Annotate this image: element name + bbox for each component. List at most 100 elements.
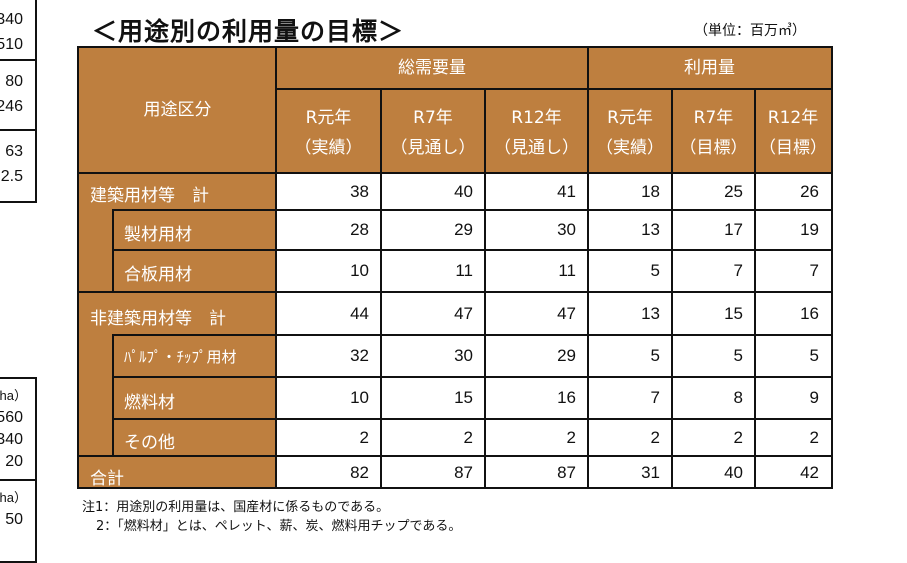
fragment-block: 340 510 [0,0,37,63]
value-cell: 5 [650,261,660,280]
fragment-value: 80 [5,73,23,90]
row-label: ﾊﾟﾙﾌﾟ・ﾁｯﾌﾟ用材 [124,348,237,366]
value-cell: 29 [557,346,576,365]
fragment-value: 510 [0,36,23,53]
fragment-block: ha） 560 340 20 [0,377,37,483]
value-cell: 29 [454,220,473,239]
page-title: ＜用途別の利用量の目標＞ [92,17,405,46]
grid-line [587,48,589,487]
col-year: R元年 [607,108,653,128]
grid-line [79,291,831,293]
value-cell: 8 [733,388,743,407]
grid-line [79,172,831,174]
row-label: 合計 [90,469,124,489]
group-header-total-demand: 総需要量 [276,48,588,89]
grid-line [754,89,756,487]
row-header-cell: 用途区分 [79,48,276,173]
fragment-value: 2.5 [0,168,23,185]
value-cell: 87 [557,463,576,482]
value-cell: 41 [557,182,576,201]
value-cell: 32 [350,346,369,365]
fragment-value: 560 [0,409,23,426]
col-kind: （実績） [596,138,664,158]
fragment-block: 63 2.5 [0,129,37,203]
row-label: 燃料材 [124,393,175,413]
col-year: R12年 [767,108,819,128]
grid-line [112,249,831,251]
value-cell: 13 [641,220,660,239]
fragment-unit: ha） [0,490,27,505]
value-cell: 10 [350,388,369,407]
value-cell: 2 [733,428,743,447]
value-cell: 31 [641,463,660,482]
fragment-value: 20 [5,453,23,470]
value-cell: 15 [454,388,473,407]
col-kind: （実績） [294,138,363,158]
value-cell: 13 [641,304,660,323]
fragment-block: 80 246 [0,59,37,133]
fragment-value: 340 [0,431,23,448]
row-label: 非建築用材等 計 [90,309,226,329]
value-cell: 2 [463,428,473,447]
value-cell: 38 [350,182,369,201]
fragment-value: 246 [0,98,23,115]
value-cell: 26 [800,182,819,201]
grid-line [112,334,831,336]
fragment-unit: ha） [0,388,27,403]
value-cell: 47 [557,304,576,323]
value-cell: 2 [650,428,660,447]
value-cell: 15 [724,304,743,323]
value-cell: 9 [809,388,819,407]
row-label: 建築用材等 計 [90,186,209,206]
value-cell: 18 [641,182,660,201]
value-cell: 82 [350,463,369,482]
col-kind: （目標） [679,138,748,158]
value-cell: 47 [454,304,473,323]
value-cell: 40 [454,182,473,201]
fragment-value: 63 [5,143,23,160]
grid-line [380,89,382,487]
grid-line [275,48,277,487]
col-header-usage-r12: R12年 （目標） [755,89,831,173]
value-cell: 5 [733,346,743,365]
footnotes: 注1：用途別の利用量は、国産材に係るものである。 2：「燃料材」とは、ペレット、… [82,498,461,536]
value-cell: 40 [724,463,743,482]
unit-label: （単位：百万㎥） [694,23,806,39]
footnote: 注1：用途別の利用量は、国産材に係るものである。 [82,500,390,515]
value-cell: 25 [724,182,743,201]
row-label: 製材用材 [124,225,192,245]
grid-line [276,88,831,90]
value-cell: 5 [809,346,819,365]
grid-line [112,335,114,456]
grid-line [112,376,831,378]
col-year: R7年 [413,108,453,128]
value-cell: 19 [800,220,819,239]
value-cell: 17 [724,220,743,239]
value-cell: 42 [800,463,819,482]
value-cell: 7 [650,388,660,407]
row-header-label: 用途区分 [143,100,212,120]
value-cell: 2 [359,428,369,447]
col-header-usage-r1: R元年 （実績） [588,89,672,173]
value-cell: 5 [650,346,660,365]
group-label: 利用量 [684,58,735,78]
grid-line [671,89,673,487]
col-header-demand-r12: R12年 （見通し） [485,89,588,173]
row-label: その他 [124,433,175,453]
grid-line [112,210,114,292]
value-cell: 2 [809,428,819,447]
grid-line [484,89,486,487]
row-label: 合板用材 [124,265,192,285]
col-year: R元年 [305,108,352,128]
grid-line [112,418,831,420]
value-cell: 10 [350,261,369,280]
value-cell: 16 [557,388,576,407]
value-cell: 30 [557,220,576,239]
col-kind: （見通し） [390,138,476,158]
col-header-demand-r7: R7年 （見通し） [381,89,485,173]
fragment-block: ha） 50 [0,479,37,563]
value-cell: 30 [454,346,473,365]
col-header-demand-r1: R元年 （実績） [276,89,381,173]
grid-line [112,209,831,211]
usage-target-table: 用途区分 総需要量 利用量 R元年 （実績） R7年 （見通し） R12年 （見… [77,46,833,489]
